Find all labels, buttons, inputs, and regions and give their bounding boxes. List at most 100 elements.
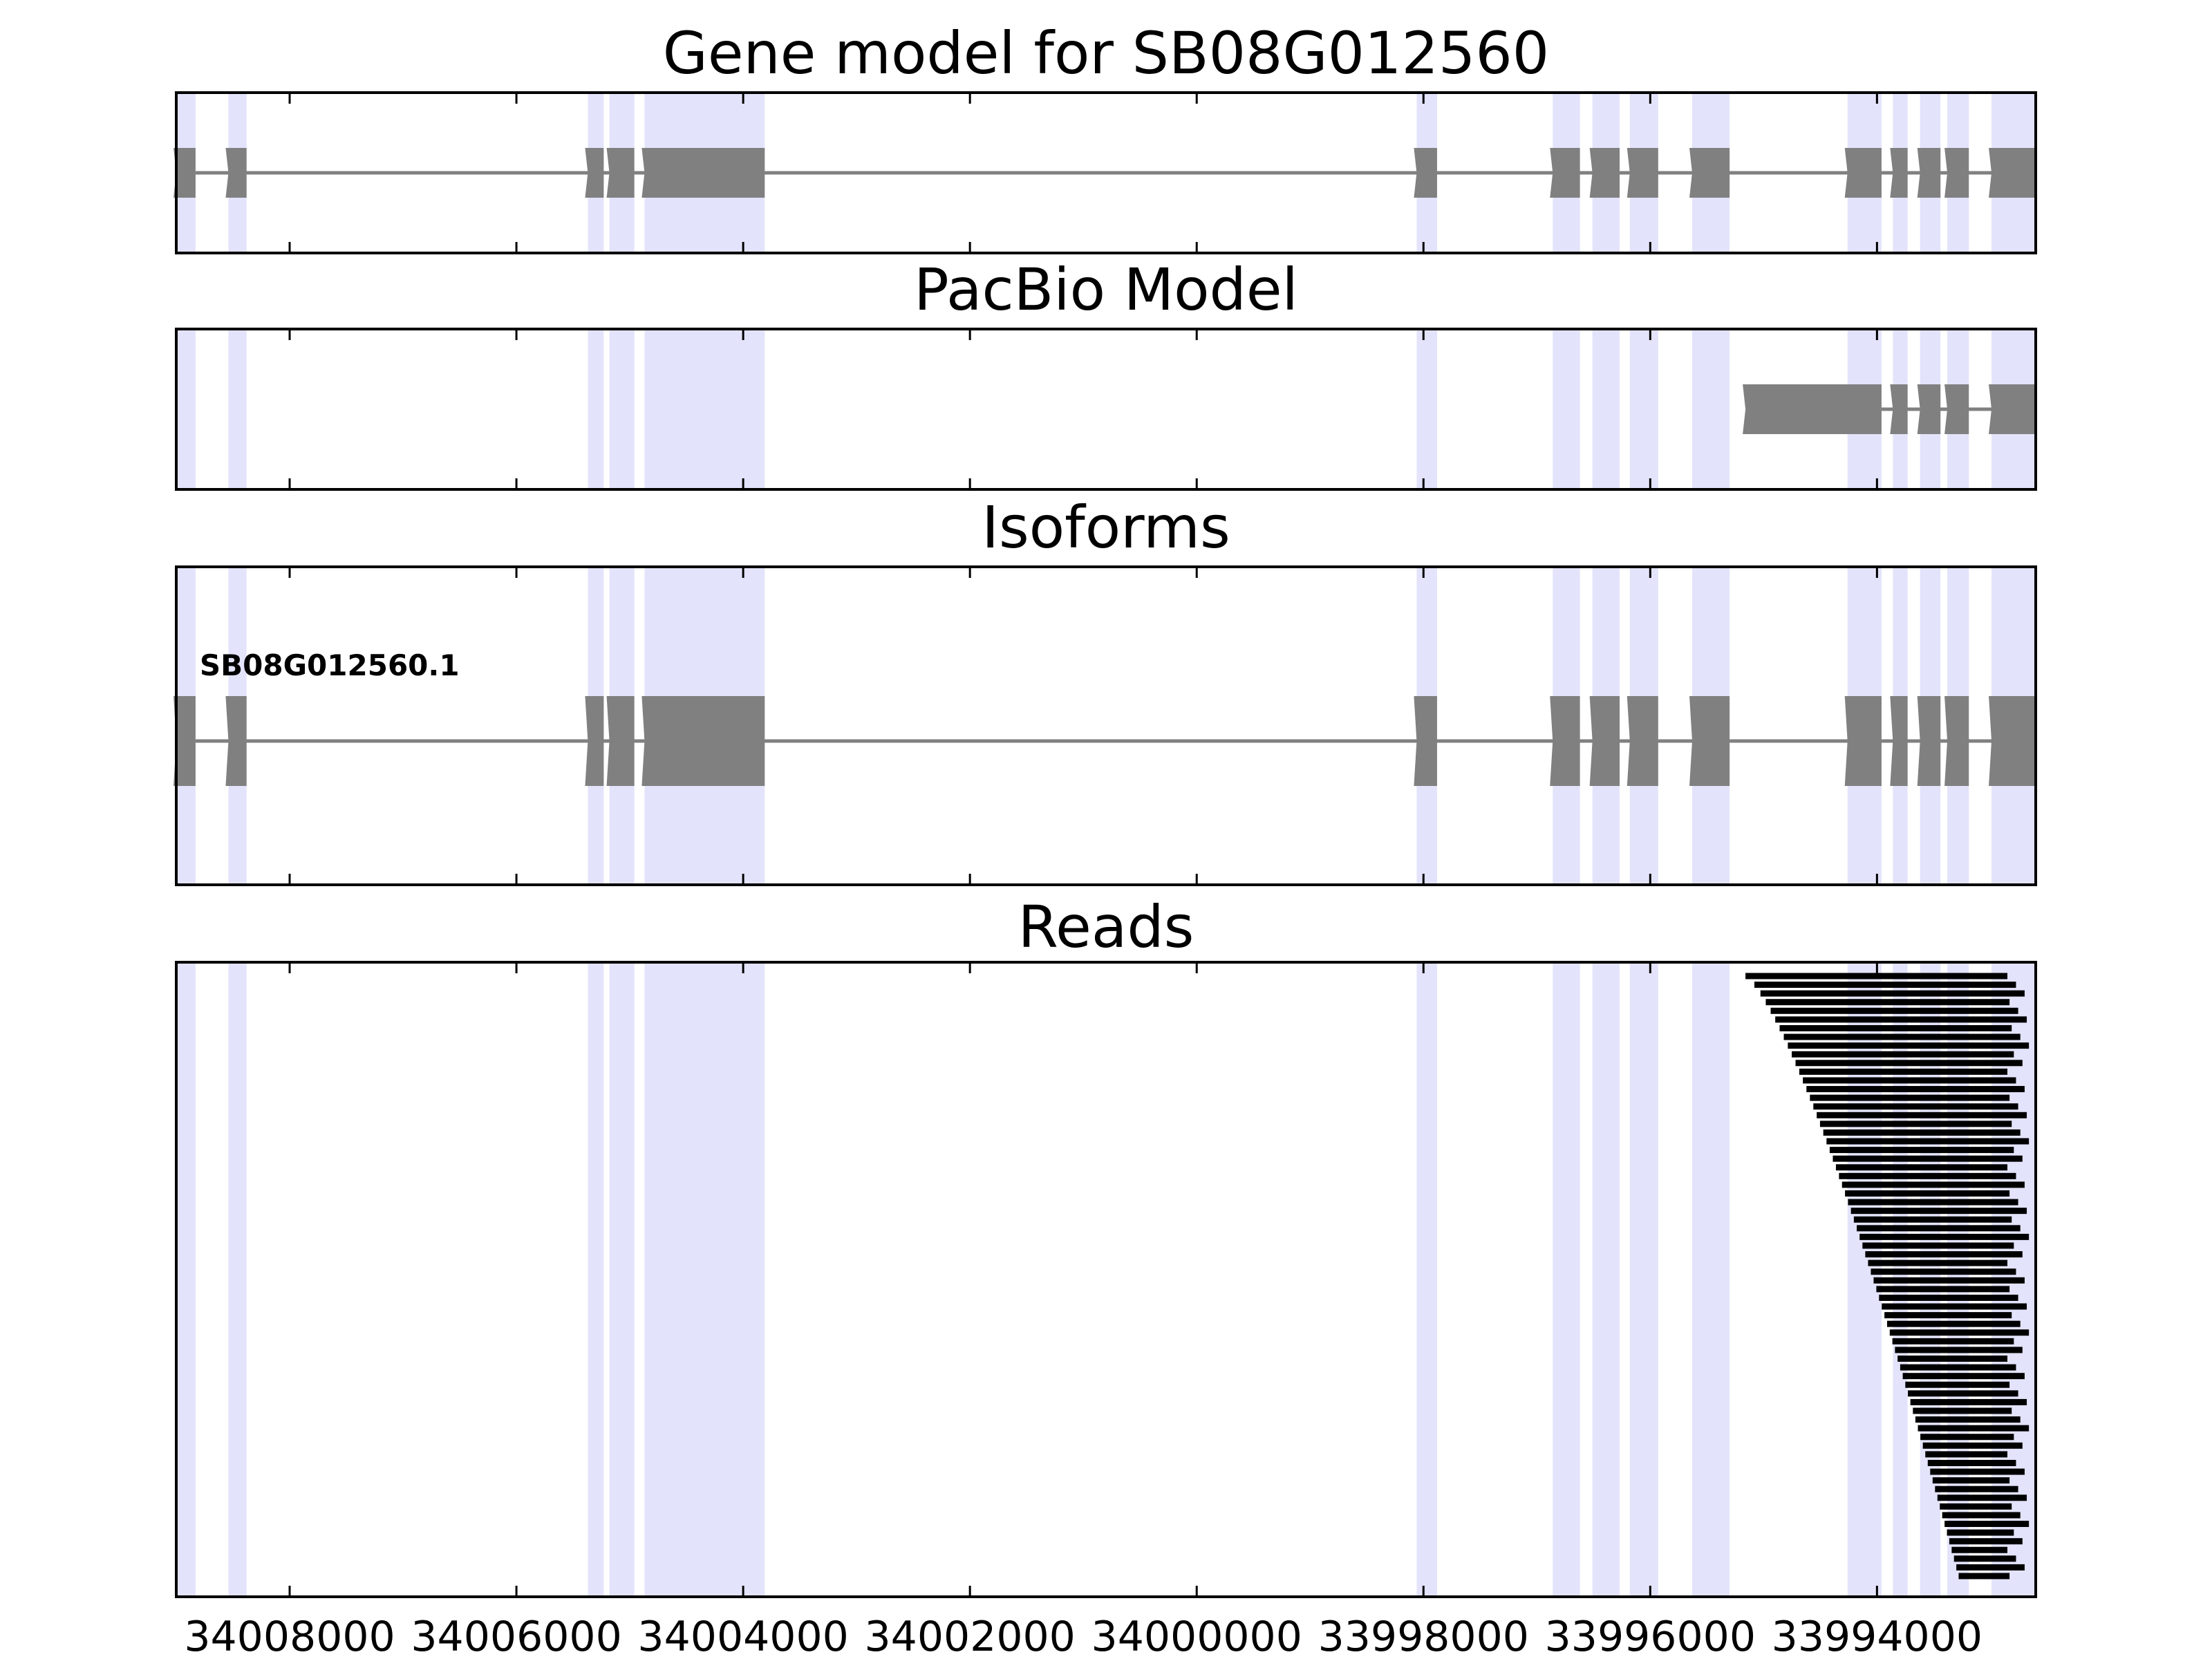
exon-band (1592, 329, 1620, 489)
read (1935, 1485, 2018, 1492)
exon-band (1692, 962, 1730, 1597)
read (1868, 1259, 2007, 1266)
panel-title-pacbio-model: PacBio Model (914, 256, 1298, 324)
read (1775, 1016, 2027, 1023)
read (1889, 1329, 2030, 1336)
exon-feature (606, 148, 635, 198)
read (1765, 999, 2010, 1006)
read (1884, 1312, 2012, 1319)
read (1958, 1573, 2010, 1580)
exon-feature (1550, 696, 1580, 786)
read (1857, 1225, 2021, 1232)
read (1848, 1199, 2018, 1206)
read (1900, 1364, 2016, 1371)
read (1754, 982, 2016, 988)
read (1897, 1356, 2007, 1362)
exon-band (228, 329, 247, 489)
exon-band (1553, 329, 1580, 489)
read (1925, 1451, 2007, 1458)
panel-frame (175, 91, 2037, 254)
exon-bands (176, 567, 2036, 885)
exon-feature (225, 148, 247, 198)
exon-feature (1743, 384, 1882, 434)
x-tick-label: 33998000 (1318, 1613, 1529, 1659)
read (1841, 1181, 2025, 1188)
read (1745, 973, 2007, 980)
exon-bands (176, 329, 2036, 489)
read (1760, 990, 2025, 997)
read (1922, 1442, 2023, 1449)
read (1833, 1155, 2023, 1162)
reads-track (175, 961, 2037, 1598)
exon-band (644, 962, 765, 1597)
exon-feature (1944, 696, 1969, 786)
read (1810, 1094, 2010, 1101)
read (1850, 1208, 2027, 1215)
exon-band (644, 329, 765, 489)
read (1895, 1347, 2023, 1353)
exon-band (1592, 962, 1620, 1597)
read (1845, 1190, 2010, 1197)
read (1876, 1286, 2010, 1293)
panel-frame (175, 961, 2037, 1598)
read (1799, 1068, 2007, 1075)
exon-feature (225, 696, 247, 786)
exon-feature (1844, 696, 1882, 786)
read (1879, 1294, 2018, 1301)
exon-feature (1627, 148, 1658, 198)
x-tick-label: 33994000 (1772, 1613, 1983, 1659)
read (1862, 1242, 2014, 1249)
read (1819, 1121, 2012, 1127)
exon-feature (606, 696, 635, 786)
read (1803, 1077, 2016, 1084)
read (1942, 1512, 2021, 1519)
read (1865, 1251, 2023, 1258)
exon-feature (1917, 384, 1941, 434)
panel-title-gene-model: Gene model for SB08G012560 (663, 19, 1549, 87)
isoforms-track: SB08G012560.1 (174, 565, 2037, 886)
exon-band (1416, 962, 1437, 1597)
x-axis: 34008000 34006000 34004000 34002000 34000000… (184, 1613, 1983, 1659)
read (1940, 1503, 2012, 1510)
reads (1745, 973, 2030, 1580)
exon-feature (641, 696, 765, 786)
read (1930, 1468, 2025, 1475)
read (1835, 1164, 2007, 1171)
exon-band (588, 329, 604, 489)
exon-bands (176, 962, 2036, 1597)
read (1873, 1277, 2025, 1284)
read (1853, 1216, 2012, 1223)
exon-feature (1989, 696, 2036, 786)
pacbio-model-track (175, 328, 2037, 491)
read (1902, 1373, 2025, 1380)
read (1788, 1042, 2030, 1049)
exon-feature (1689, 696, 1730, 786)
exon-feature (1689, 148, 1730, 198)
read (1920, 1434, 2014, 1441)
read (1795, 1060, 2023, 1067)
exon-band (609, 329, 635, 489)
exon-feature (174, 148, 196, 198)
exon-feature (1944, 148, 1969, 198)
exon-band (1553, 962, 1580, 1597)
read (1915, 1416, 2021, 1423)
read (1932, 1477, 2010, 1484)
read (1953, 1555, 2016, 1562)
read (1826, 1138, 2030, 1145)
exon-feature (1844, 148, 1882, 198)
panel-title-reads: Reads (1018, 893, 1194, 961)
read (1779, 1024, 2012, 1031)
exon-band (1629, 962, 1658, 1597)
exon-feature (1890, 696, 1908, 786)
exon-band (1416, 329, 1437, 489)
exon-feature (174, 696, 196, 786)
read (1927, 1459, 2016, 1466)
exon-band (1692, 329, 1730, 489)
exon-feature (1890, 384, 1908, 434)
x-tick-label: 33996000 (1545, 1613, 1756, 1659)
exon-band (228, 962, 247, 1597)
exon-band (176, 329, 196, 489)
read (1871, 1268, 2016, 1275)
read (1823, 1129, 2021, 1136)
